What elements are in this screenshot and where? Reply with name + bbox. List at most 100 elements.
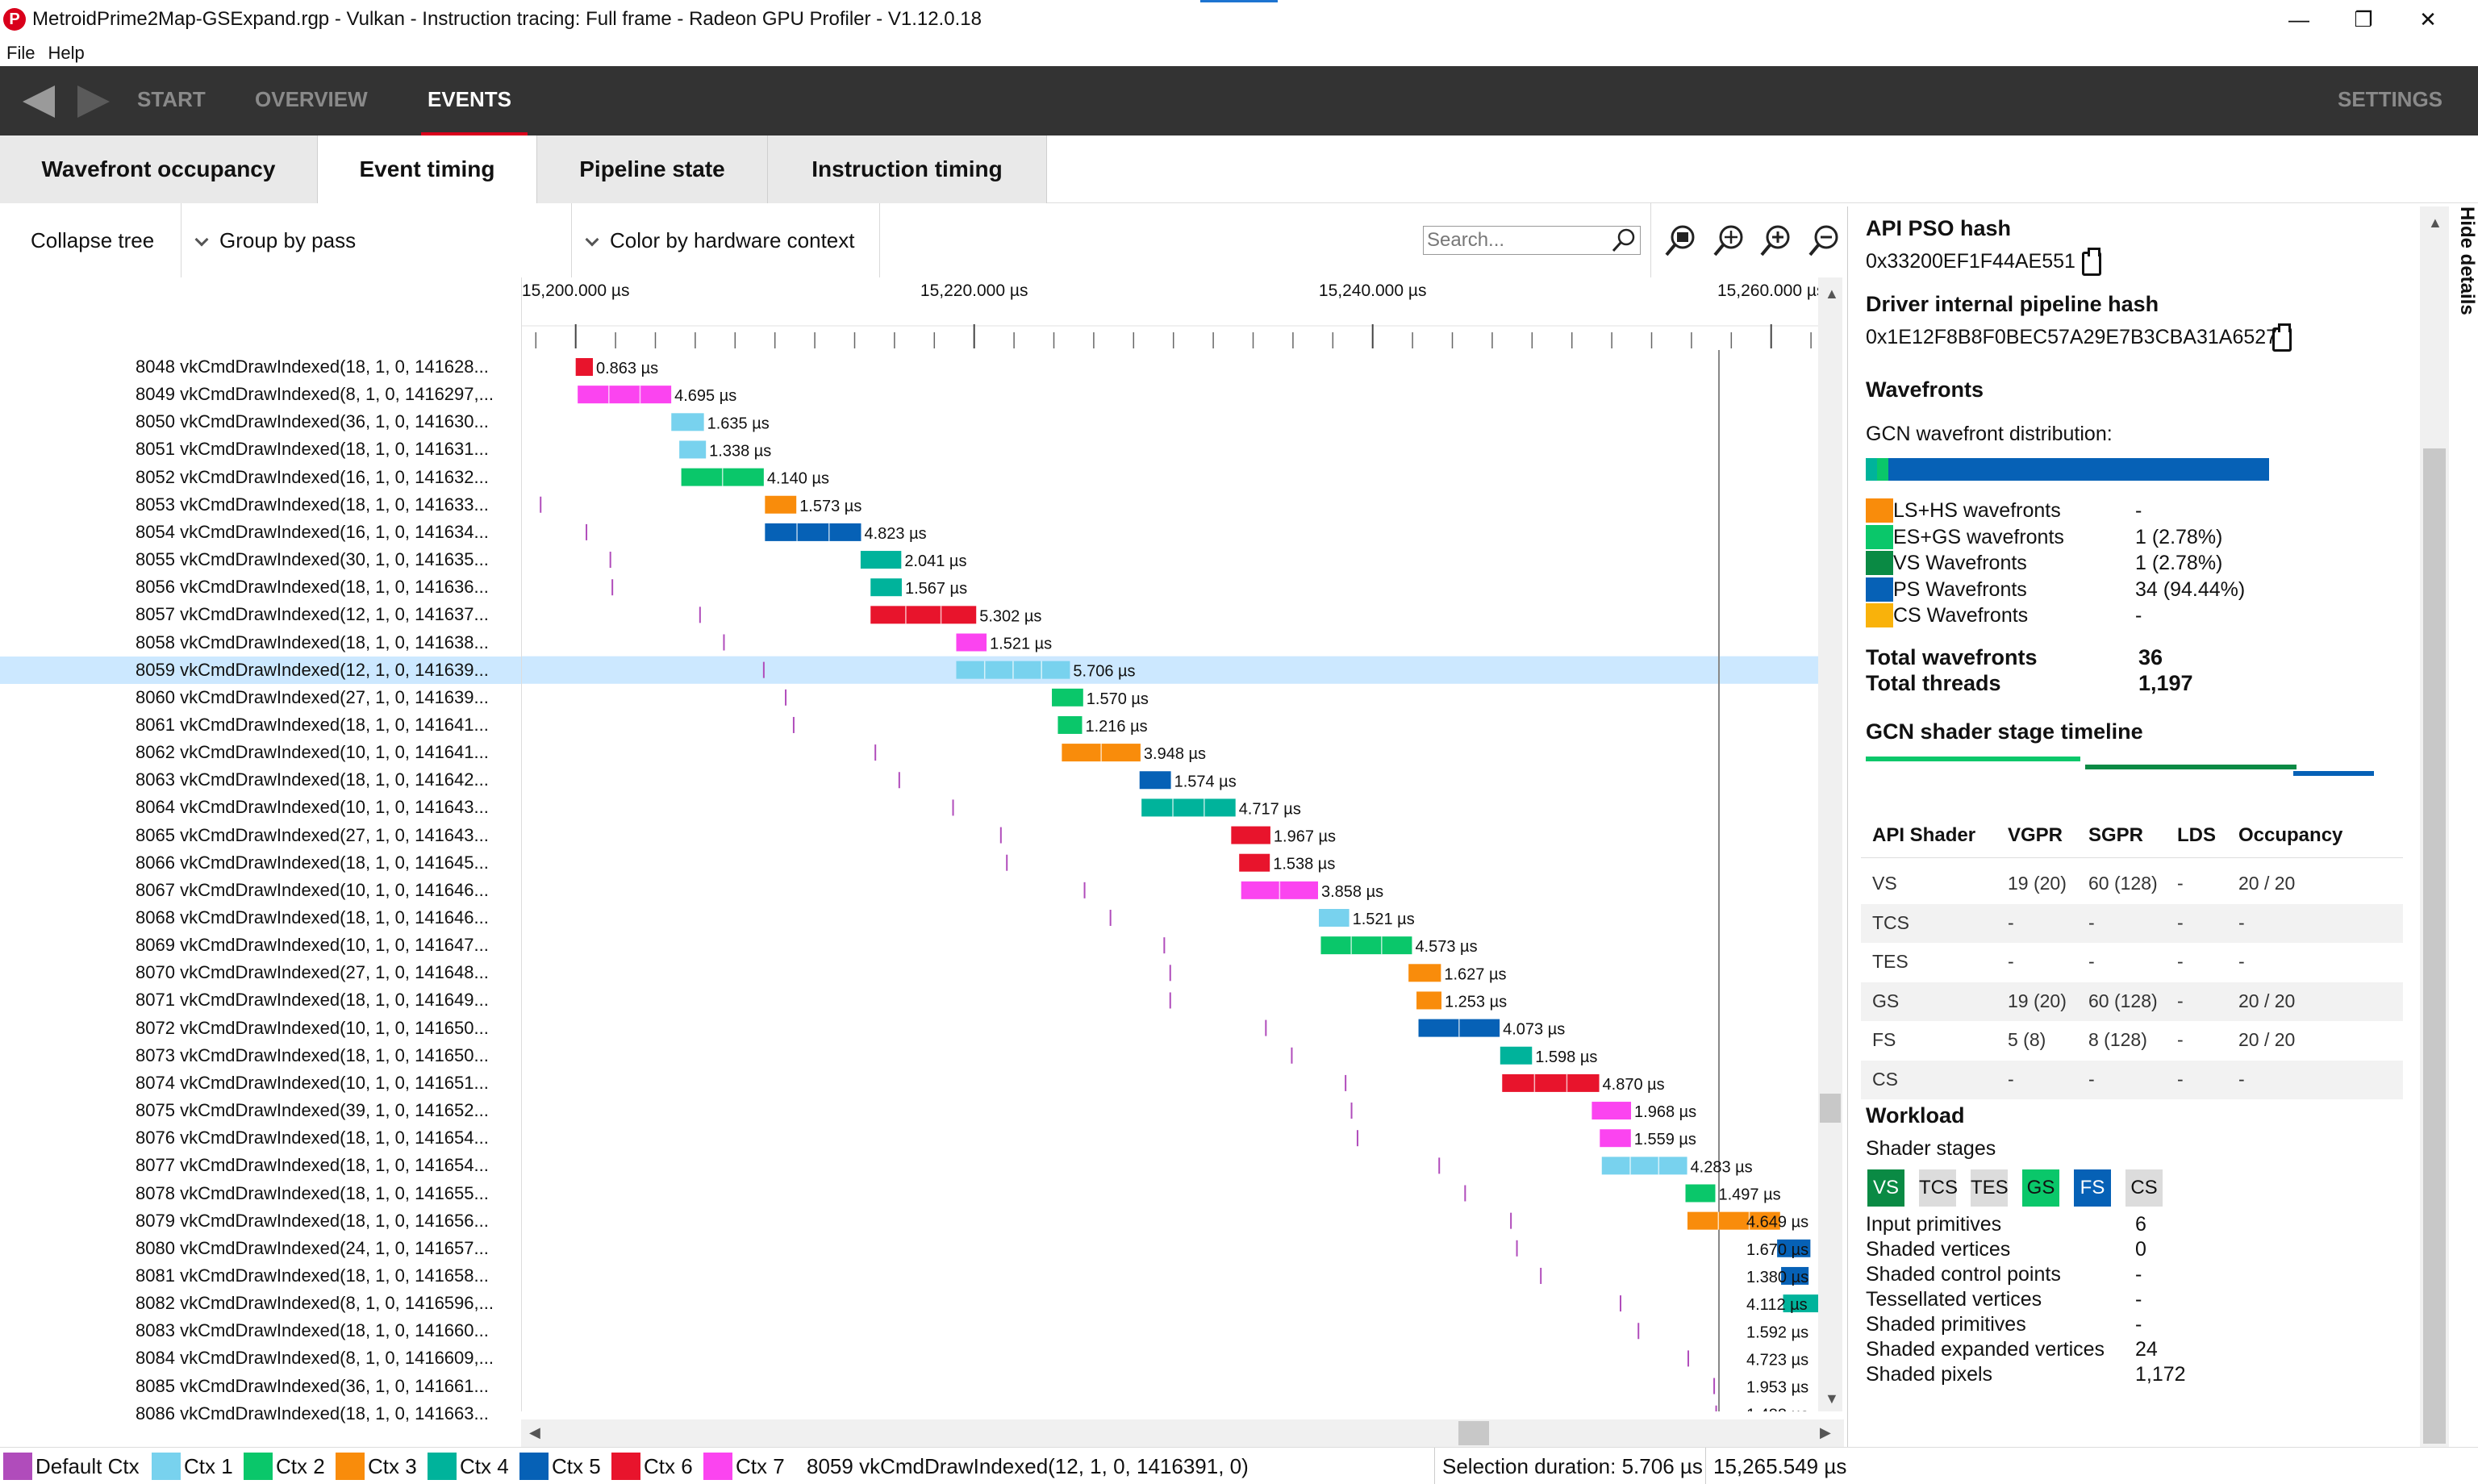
nav-overview[interactable]: OVERVIEW: [255, 87, 368, 111]
menu-file[interactable]: File: [6, 43, 35, 63]
event-bar[interactable]: [1319, 909, 1350, 927]
event-bar[interactable]: [575, 358, 594, 376]
search-icon[interactable]: [1610, 226, 1639, 255]
event-bar[interactable]: [1139, 771, 1171, 790]
tree-row[interactable]: 8078 vkCmdDrawIndexed(18, 1, 0, 141655..…: [0, 1180, 521, 1207]
event-bar[interactable]: [860, 551, 902, 569]
scroll-up-arrow-icon[interactable]: ▲: [1825, 286, 1839, 302]
tree-row[interactable]: 8054 vkCmdDrawIndexed(16, 1, 0, 141634..…: [0, 519, 521, 546]
event-bar[interactable]: [578, 386, 672, 404]
color-by-dropdown[interactable]: Color by hardware context: [585, 203, 854, 277]
event-bar[interactable]: [956, 633, 987, 652]
tree-row[interactable]: 8059 vkCmdDrawIndexed(12, 1, 0, 141639..…: [0, 656, 521, 684]
details-scroll-thumb[interactable]: [2423, 448, 2446, 1444]
event-bar[interactable]: [1058, 715, 1083, 734]
event-bar[interactable]: [1052, 688, 1083, 707]
tree-row[interactable]: 8084 vkCmdDrawIndexed(8, 1, 0, 1416609,.…: [0, 1344, 521, 1372]
tree-row[interactable]: 8060 vkCmdDrawIndexed(27, 1, 0, 141639..…: [0, 684, 521, 711]
event-bar[interactable]: [1239, 853, 1270, 872]
hide-details-label[interactable]: Hide details: [2456, 206, 2478, 315]
horizontal-scroll-thumb[interactable]: [1458, 1421, 1489, 1445]
tree-row[interactable]: 8077 vkCmdDrawIndexed(18, 1, 0, 141654..…: [0, 1152, 521, 1179]
tree-row[interactable]: 8056 vkCmdDrawIndexed(18, 1, 0, 141636..…: [0, 573, 521, 601]
tab-pipeline-state[interactable]: Pipeline state: [537, 135, 768, 203]
menu-help[interactable]: Help: [48, 43, 85, 63]
tree-row[interactable]: 8065 vkCmdDrawIndexed(27, 1, 0, 141643..…: [0, 822, 521, 849]
event-timeline[interactable]: 15,200.000 µs 15,220.000 µs 15,240.000 µs 1…: [521, 277, 1818, 1411]
tree-row[interactable]: 8081 vkCmdDrawIndexed(18, 1, 0, 141658..…: [0, 1262, 521, 1290]
zoom-to-selection-icon[interactable]: [1663, 223, 1699, 258]
event-bar[interactable]: [1416, 991, 1442, 1010]
event-bar[interactable]: [765, 495, 797, 514]
tree-row[interactable]: 8061 vkCmdDrawIndexed(18, 1, 0, 141641..…: [0, 711, 521, 739]
tree-row[interactable]: 8070 vkCmdDrawIndexed(27, 1, 0, 141648..…: [0, 959, 521, 986]
hide-details-toggle[interactable]: Hide details: [2449, 206, 2478, 368]
vertical-scroll-thumb[interactable]: [1820, 1094, 1841, 1123]
event-bar[interactable]: [870, 606, 977, 624]
event-bar[interactable]: [1500, 1046, 1533, 1065]
tree-row[interactable]: 8052 vkCmdDrawIndexed(16, 1, 0, 141632..…: [0, 464, 521, 491]
tree-row[interactable]: 8064 vkCmdDrawIndexed(10, 1, 0, 141643..…: [0, 794, 521, 821]
event-bar[interactable]: [1783, 1294, 1818, 1313]
clipboard-icon[interactable]: [2082, 248, 2101, 276]
event-bar[interactable]: [1601, 1157, 1687, 1175]
event-bar[interactable]: [1592, 1102, 1632, 1120]
event-bar[interactable]: [679, 440, 707, 459]
tree-row[interactable]: 8067 vkCmdDrawIndexed(10, 1, 0, 141646..…: [0, 877, 521, 904]
event-bar[interactable]: [765, 523, 861, 541]
tree-row[interactable]: 8079 vkCmdDrawIndexed(18, 1, 0, 141656..…: [0, 1207, 521, 1235]
scroll-down-arrow-icon[interactable]: ▼: [1825, 1390, 1839, 1407]
details-scrollbar[interactable]: ▲ ▼: [2420, 206, 2449, 1479]
scroll-left-arrow-icon[interactable]: ◀: [529, 1424, 540, 1440]
zoom-out-icon[interactable]: [1807, 223, 1842, 258]
timeline-canvas[interactable]: 15,200.000 µs 15,220.000 µs 15,240.000 µs 1…: [522, 277, 1818, 1411]
tree-row[interactable]: 8068 vkCmdDrawIndexed(18, 1, 0, 141646..…: [0, 904, 521, 932]
timeline-horizontal-scrollbar[interactable]: ◀ ▶: [521, 1419, 1844, 1447]
tree-row[interactable]: 8062 vkCmdDrawIndexed(10, 1, 0, 141641..…: [0, 739, 521, 766]
event-bar[interactable]: [1600, 1129, 1631, 1148]
tree-row[interactable]: 8074 vkCmdDrawIndexed(10, 1, 0, 141651..…: [0, 1069, 521, 1097]
scroll-up-arrow-icon[interactable]: ▲: [2428, 215, 2443, 231]
tab-instruction-timing[interactable]: Instruction timing: [768, 135, 1047, 203]
nav-settings[interactable]: SETTINGS: [2338, 87, 2443, 111]
forward-arrow-icon[interactable]: [77, 85, 110, 118]
tree-row[interactable]: 8049 vkCmdDrawIndexed(8, 1, 0, 1416297,.…: [0, 381, 521, 408]
event-bar[interactable]: [671, 413, 704, 431]
tree-row[interactable]: 8085 vkCmdDrawIndexed(36, 1, 0, 141661..…: [0, 1373, 521, 1400]
tree-row[interactable]: 8080 vkCmdDrawIndexed(24, 1, 0, 141657..…: [0, 1235, 521, 1262]
scroll-right-arrow-icon[interactable]: ▶: [1820, 1424, 1831, 1440]
search-input[interactable]: [1423, 226, 1641, 255]
tab-wavefront-occupancy[interactable]: Wavefront occupancy: [0, 135, 318, 203]
tree-row[interactable]: 8069 vkCmdDrawIndexed(10, 1, 0, 141647..…: [0, 932, 521, 959]
zoom-reset-icon[interactable]: [1712, 223, 1747, 258]
event-bar[interactable]: [1141, 798, 1236, 817]
nav-start[interactable]: START: [137, 87, 206, 111]
back-arrow-icon[interactable]: [23, 85, 55, 118]
tab-event-timing[interactable]: Event timing: [318, 135, 537, 203]
tree-row[interactable]: 8066 vkCmdDrawIndexed(18, 1, 0, 141645..…: [0, 849, 521, 877]
event-bar[interactable]: [1685, 1184, 1716, 1203]
tree-row[interactable]: 8050 vkCmdDrawIndexed(36, 1, 0, 141630..…: [0, 408, 521, 436]
collapse-tree-button[interactable]: Collapse tree: [31, 228, 155, 252]
tree-row[interactable]: 8063 vkCmdDrawIndexed(18, 1, 0, 141642..…: [0, 766, 521, 794]
event-bar[interactable]: [1408, 964, 1441, 982]
tree-row[interactable]: 8057 vkCmdDrawIndexed(12, 1, 0, 141637..…: [0, 601, 521, 628]
tree-row[interactable]: 8073 vkCmdDrawIndexed(18, 1, 0, 141650..…: [0, 1042, 521, 1069]
event-bar[interactable]: [1320, 936, 1412, 955]
close-button[interactable]: ✕: [2419, 7, 2437, 31]
tree-row[interactable]: 8082 vkCmdDrawIndexed(8, 1, 0, 1416596,.…: [0, 1290, 521, 1317]
group-by-dropdown[interactable]: Group by pass: [194, 203, 356, 277]
zoom-in-icon[interactable]: [1758, 223, 1794, 258]
restore-button[interactable]: ❐: [2354, 7, 2373, 31]
event-bar[interactable]: [1687, 1211, 1780, 1230]
tree-row[interactable]: 8051 vkCmdDrawIndexed(18, 1, 0, 141631..…: [0, 436, 521, 463]
tree-row[interactable]: 8083 vkCmdDrawIndexed(18, 1, 0, 141660..…: [0, 1317, 521, 1344]
tree-row[interactable]: 8048 vkCmdDrawIndexed(18, 1, 0, 141628..…: [0, 353, 521, 381]
tree-row[interactable]: 8071 vkCmdDrawIndexed(18, 1, 0, 141649..…: [0, 986, 521, 1014]
tree-row[interactable]: 8058 vkCmdDrawIndexed(18, 1, 0, 141638..…: [0, 629, 521, 657]
tree-row[interactable]: 8075 vkCmdDrawIndexed(39, 1, 0, 141652..…: [0, 1097, 521, 1124]
tree-row[interactable]: 8076 vkCmdDrawIndexed(18, 1, 0, 141654..…: [0, 1124, 521, 1152]
tree-row[interactable]: 8053 vkCmdDrawIndexed(18, 1, 0, 141633..…: [0, 491, 521, 519]
event-bar[interactable]: [1781, 1266, 1809, 1285]
event-bar[interactable]: [1502, 1073, 1600, 1092]
